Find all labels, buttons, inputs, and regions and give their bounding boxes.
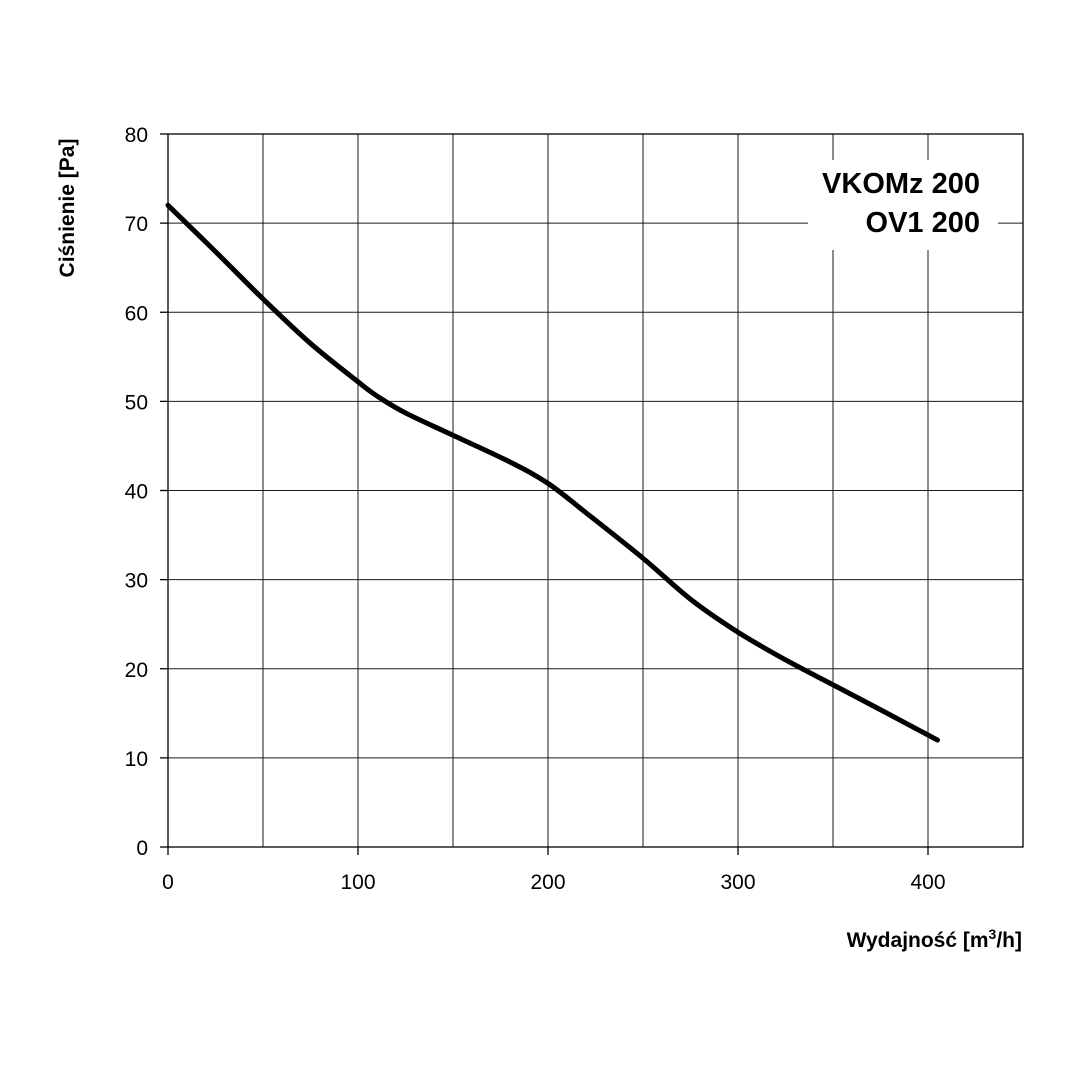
y-tick-label: 50	[125, 391, 148, 414]
annotation-model-1: VKOMz 200	[822, 168, 980, 200]
y-tick-label: 60	[125, 302, 148, 325]
annotation-model-2: OV1 200	[866, 207, 980, 239]
tick-labels: 0 10 20 30 40 50 60 70 80 0 100 200 300 400	[125, 124, 946, 894]
x-axis-title-main: Wydajność [m	[847, 929, 989, 952]
y-axis-title: Ciśnienie [Pa]	[56, 139, 79, 278]
x-tick-label: 200	[530, 871, 565, 894]
x-tick-label: 300	[720, 871, 755, 894]
curve-layer	[165, 202, 940, 743]
x-tick-label: 400	[910, 871, 945, 894]
y-tick-label: 10	[125, 748, 148, 771]
plot-frame	[167, 133, 1024, 848]
annotation-background	[808, 160, 998, 250]
y-tick-label: 70	[125, 213, 148, 236]
x-axis-title-tail: /h]	[996, 929, 1022, 952]
x-axis-title-superscript: 3	[989, 926, 997, 942]
y-tick-label: 40	[125, 481, 148, 504]
y-tick-label: 30	[125, 570, 148, 593]
y-tick-label: 20	[125, 659, 148, 682]
x-axis-title: Wydajność [m3/h]	[847, 926, 1022, 952]
x-tick-label: 100	[340, 871, 375, 894]
y-tick-label: 0	[136, 837, 148, 860]
series-line-0	[165, 202, 940, 743]
y-tick-label: 80	[125, 124, 148, 147]
x-tick-label: 0	[162, 871, 174, 894]
